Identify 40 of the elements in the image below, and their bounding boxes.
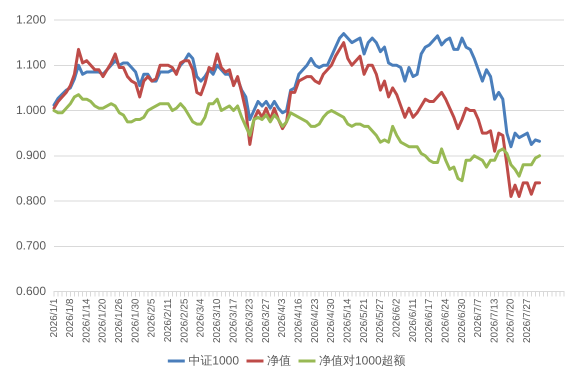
y-tick-label: 1.100 — [16, 58, 46, 72]
legend-label: 中证1000 — [188, 353, 240, 368]
y-tick-label: 1.000 — [16, 102, 46, 117]
x-tick-label: 2026/5/14 — [342, 298, 354, 344]
y-tick-label: 0.800 — [16, 193, 46, 208]
x-tick-label: 2026/6/24 — [440, 298, 452, 344]
x-tick-label: 2026/3/23 — [244, 298, 256, 344]
x-tick-label: 2026/1/8 — [65, 298, 76, 338]
y-tick-label: 0.900 — [16, 148, 46, 162]
y-tick-label: 0.600 — [16, 284, 46, 298]
x-tick-label: 2026/6/30 — [456, 298, 468, 344]
x-tick-label: 2026/3/10 — [212, 298, 223, 344]
legend-label: 净值对1000超额 — [319, 353, 406, 368]
x-tick-label: 2026/3/17 — [228, 298, 240, 344]
x-tick-label: 2026/4/3 — [277, 298, 288, 338]
x-tick-label: 2026/4/30 — [326, 298, 338, 344]
x-tick-label: 2026/2/11 — [163, 298, 174, 342]
x-tick-label: 2026/6/17 — [424, 298, 436, 344]
x-tick-label: 2026/7/27 — [522, 298, 534, 344]
x-tick-label: 2026/2/25 — [179, 298, 190, 344]
x-tick-label: 2026/3/27 — [260, 298, 272, 344]
x-tick-label: 2026/1/14 — [81, 298, 92, 344]
x-tick-label: 2026/1/20 — [98, 298, 109, 344]
x-tick-label: 2026/5/27 — [375, 298, 386, 344]
x-tick-label: 2026/4/16 — [294, 298, 305, 344]
y-tick-label: 1.200 — [16, 12, 46, 26]
x-tick-label: 2026/7/7 — [473, 298, 484, 338]
x-tick-label: 2026/7/13 — [489, 298, 500, 344]
x-tick-label: 2026/1/30 — [130, 298, 142, 344]
x-tick-label: 2026/1/1 — [48, 298, 60, 338]
x-tick-label: 2026/2/5 — [146, 298, 158, 338]
x-tick-label: 2026/1/26 — [114, 298, 126, 344]
x-tick-label: 2026/4/23 — [310, 298, 321, 344]
x-tick-label: 2026/5/21 — [358, 298, 370, 344]
x-tick-label: 2026/6/2 — [391, 298, 402, 338]
y-tick-label: 0.700 — [16, 238, 46, 253]
x-tick-label: 2026/7/20 — [506, 298, 517, 344]
x-tick-label: 2026/6/11 — [408, 298, 419, 342]
legend-label: 净值 — [267, 353, 291, 368]
x-tick-label: 2026/3/4 — [196, 298, 207, 338]
